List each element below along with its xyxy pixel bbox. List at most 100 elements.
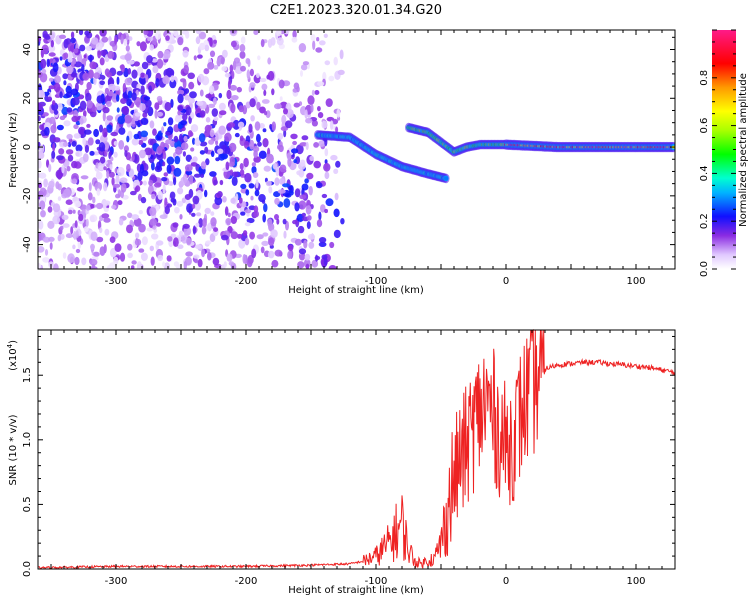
noise-cell: [323, 257, 328, 266]
noise-cell: [82, 137, 87, 146]
noise-cell: [306, 221, 311, 230]
x-tick-label: -200: [235, 576, 258, 587]
noise-cell: [103, 166, 107, 171]
noise-cell: [230, 40, 237, 48]
noise-cell: [131, 137, 139, 146]
noise-cell: [38, 151, 45, 160]
x-tick-label: -100: [365, 276, 388, 287]
noise-cell: [126, 59, 135, 65]
noise-cell: [316, 182, 323, 189]
noise-cell: [323, 162, 331, 172]
noise-cell: [74, 256, 80, 266]
noise-cell: [249, 139, 255, 150]
noise-cell: [287, 157, 292, 168]
noise-cell: [134, 112, 141, 117]
noise-cell: [157, 50, 164, 59]
noise-cell: [162, 75, 170, 85]
noise-cell: [265, 180, 272, 187]
noise-cell: [283, 129, 287, 138]
noise-cell: [243, 140, 250, 149]
noise-cell: [267, 250, 275, 259]
noise-cell: [207, 62, 215, 70]
noise-cell: [152, 128, 157, 136]
noise-cell: [234, 132, 240, 138]
y-tick-label: 0.0: [22, 561, 33, 577]
noise-cell: [292, 30, 297, 39]
noise-cell: [93, 72, 101, 79]
noise-cell: [232, 171, 239, 177]
noise-cell: [81, 257, 87, 266]
noise-cell: [240, 65, 246, 72]
noise-cell: [118, 127, 126, 135]
noise-cell: [201, 248, 206, 258]
noise-cell: [154, 182, 162, 188]
noise-cell: [134, 232, 140, 239]
noise-cell: [210, 217, 217, 227]
noise-cell: [44, 126, 50, 136]
noise-cell: [176, 200, 184, 207]
noise-cell: [161, 177, 168, 182]
noise-cell: [80, 175, 89, 180]
y-tick-label: -40: [22, 236, 33, 252]
noise-cell: [88, 69, 94, 79]
noise-cell: [232, 119, 241, 130]
noise-cell: [177, 93, 184, 104]
noise-cell: [254, 121, 261, 131]
noise-cell: [155, 30, 162, 40]
noise-cell: [203, 39, 209, 47]
noise-cell: [65, 91, 73, 98]
noise-cell: [53, 109, 59, 115]
noise-cell: [199, 141, 208, 147]
noise-cell: [48, 236, 55, 242]
noise-cell: [192, 225, 196, 235]
noise-cell: [184, 88, 190, 94]
noise-cell: [83, 129, 92, 135]
noise-cell: [282, 218, 287, 225]
noise-cell: [78, 126, 86, 135]
noise-cell: [54, 75, 61, 84]
noise-cell: [188, 81, 195, 90]
noise-cell: [128, 36, 133, 41]
noise-cell: [163, 172, 169, 177]
noise-cell: [124, 77, 133, 86]
noise-cell: [262, 128, 267, 133]
noise-cell: [279, 96, 283, 102]
noise-cell: [43, 178, 48, 188]
noise-cell: [181, 197, 186, 204]
noise-cell: [161, 126, 165, 134]
noise-cell: [156, 240, 164, 246]
noise-cell: [93, 128, 99, 138]
y-tick-label: 1.5: [22, 367, 33, 383]
noise-cell: [66, 133, 73, 140]
noise-cell: [287, 250, 292, 259]
noise-cell: [86, 100, 93, 109]
noise-cell: [100, 49, 107, 57]
noise-cell: [194, 244, 202, 249]
noise-cell: [184, 194, 192, 200]
noise-cell: [328, 265, 337, 269]
noise-cell: [127, 212, 133, 219]
noise-cell: [231, 176, 238, 187]
noise-cell: [276, 37, 284, 46]
noise-cell: [66, 165, 71, 172]
noise-cell: [244, 172, 252, 183]
noise-cell: [65, 233, 73, 239]
noise-cell: [294, 202, 300, 212]
noise-cell: [274, 214, 279, 220]
noise-cell: [311, 89, 315, 96]
noise-cell: [166, 164, 172, 174]
noise-cell: [166, 156, 175, 165]
noise-cell: [59, 115, 66, 121]
noise-cell: [59, 91, 63, 99]
noise-cell: [337, 69, 345, 76]
noise-cell: [276, 30, 282, 37]
noise-cell: [213, 179, 218, 185]
noise-cell: [116, 94, 120, 102]
noise-cell: [70, 226, 74, 235]
noise-cell: [205, 158, 210, 166]
noise-cell: [66, 107, 73, 113]
noise-cell: [108, 83, 116, 90]
noise-cell: [193, 173, 201, 178]
noise-cell: [163, 50, 171, 60]
noise-cell: [312, 40, 316, 51]
